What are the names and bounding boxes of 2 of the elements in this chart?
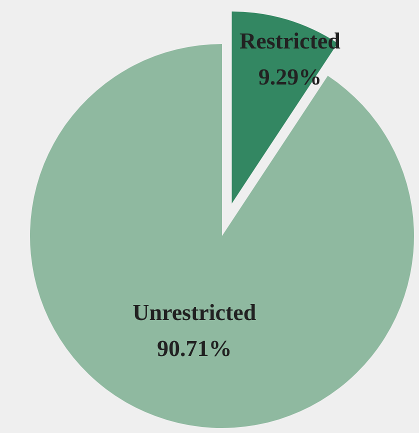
slice-label: Unrestricted	[132, 300, 256, 325]
data-label: 90.71%	[157, 336, 232, 361]
